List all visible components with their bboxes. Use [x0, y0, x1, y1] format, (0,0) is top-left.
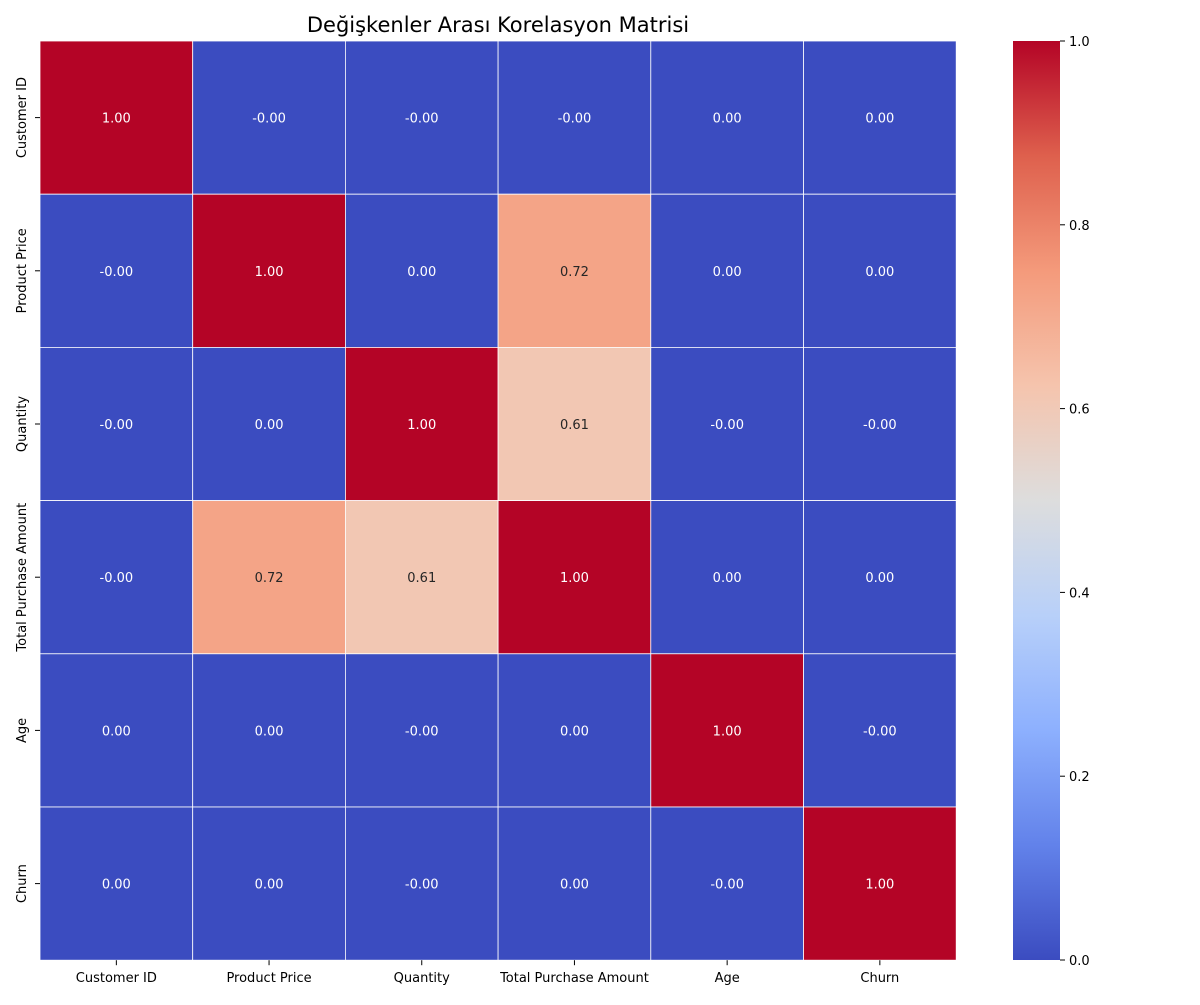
heatmap-cell-label: 0.61 [560, 418, 589, 433]
heatmap-cell-label: 0.00 [255, 878, 284, 893]
heatmap-cell-label: -0.00 [710, 418, 744, 433]
x-tick-label: Quantity [394, 971, 450, 986]
heatmap-cell-label: 0.00 [102, 878, 131, 893]
heatmap-cell-label: 0.00 [407, 265, 436, 280]
heatmap-cell [497, 806, 652, 961]
heatmap-cell-label: 0.00 [255, 724, 284, 739]
heatmap-cell-label: -0.00 [100, 571, 134, 586]
heatmap-cell [803, 346, 957, 501]
colorbar-tick-label: 0.8 [1069, 219, 1090, 234]
heatmap-cell [192, 40, 346, 195]
heatmap-cell-label: 1.00 [407, 418, 436, 433]
heatmap-cell [803, 806, 957, 961]
heatmap-cell-label: 1.00 [713, 724, 742, 739]
heatmap-cell [803, 653, 957, 808]
x-tick-label: Age [715, 971, 740, 986]
colorbar-tick-label: 0.6 [1069, 403, 1090, 418]
colorbar-tick-label: 1.0 [1069, 35, 1090, 50]
heatmap-cell [39, 193, 194, 348]
heatmap-cell [39, 806, 194, 961]
x-tick-label: Churn [860, 971, 899, 986]
x-tick-label: Total Purchase Amount [499, 971, 649, 986]
heatmap-cell [39, 40, 194, 195]
heatmap-cell [192, 346, 346, 501]
heatmap-cell-label: -0.00 [710, 878, 744, 893]
heatmap-cell [497, 346, 652, 501]
heatmap-cell-label: -0.00 [100, 418, 134, 433]
heatmap-cell-label: 1.00 [560, 571, 589, 586]
colorbar-tick-label: 0.2 [1069, 770, 1090, 785]
heatmap-cell-label: 0.00 [713, 571, 742, 586]
heatmap-cell-label: 0.00 [865, 112, 894, 127]
heatmap-cell [650, 40, 804, 195]
heatmap-cell-label: -0.00 [405, 112, 439, 127]
y-tick-label: Total Purchase Amount [15, 503, 30, 653]
chart-title: Değişkenler Arası Korelasyon Matrisi [307, 13, 689, 37]
heatmap-cell [39, 653, 194, 808]
x-tick-label: Product Price [226, 971, 311, 986]
y-tick-label: Quantity [15, 396, 30, 452]
heatmap-cell [344, 653, 499, 808]
heatmap-cell [650, 500, 804, 655]
heatmap-cell [39, 346, 194, 501]
heatmap-cell-label: -0.00 [252, 112, 286, 127]
x-axis: Customer ID Product Price Quantity Total Pu… [76, 960, 899, 986]
heatmap-cell-label: 1.00 [255, 265, 284, 280]
y-tick-label: Age [15, 718, 30, 743]
heatmap-cell-label: -0.00 [405, 724, 439, 739]
heatmap-cell [344, 500, 499, 655]
heatmap-cell [803, 40, 957, 195]
heatmap-cell [803, 193, 957, 348]
heatmap-cell [803, 500, 957, 655]
heatmap-cell-label: 0.00 [865, 571, 894, 586]
colorbar-tick-label: 0.4 [1069, 586, 1090, 601]
heatmap-cell-label: 0.72 [255, 571, 284, 586]
colorbar-tick-label: 0.0 [1069, 954, 1090, 969]
x-tick-label: Customer ID [76, 971, 157, 986]
heatmap-cell [497, 500, 652, 655]
heatmap-cell [650, 806, 804, 961]
heatmap-cell-label: 0.00 [560, 878, 589, 893]
heatmap-cell [650, 346, 804, 501]
heatmap-cell [344, 40, 499, 195]
heatmap-cell-labels: 1.00 -0.00 -0.00 -0.00 0.00 0.00 -0.00 1.00 0.00… [100, 112, 897, 893]
heatmap-cell [344, 346, 499, 501]
heatmap-cell-label: 0.00 [255, 418, 284, 433]
heatmap-cells [39, 40, 957, 961]
heatmap-cell-label: -0.00 [863, 418, 897, 433]
heatmap-cell [650, 653, 804, 808]
heatmap-cell-label: 0.00 [713, 265, 742, 280]
colorbar: 0.0 0.2 0.4 0.6 0.8 1.0 [1013, 35, 1090, 969]
heatmap-cell-label: -0.00 [558, 112, 592, 127]
colorbar-gradient [1013, 41, 1060, 960]
heatmap-cell-label: 0.72 [560, 265, 589, 280]
heatmap-cell-label: 0.00 [865, 265, 894, 280]
y-tick-label: Product Price [15, 228, 30, 313]
y-tick-label: Customer ID [15, 77, 30, 158]
heatmap-cell-label: 0.61 [407, 571, 436, 586]
heatmap-cell-label: -0.00 [405, 878, 439, 893]
heatmap-cell-label: 0.00 [713, 112, 742, 127]
heatmap-cell [497, 193, 652, 348]
heatmap-cell-label: 0.00 [560, 724, 589, 739]
heatmap-cell [192, 500, 346, 655]
heatmap-cell [192, 653, 346, 808]
y-axis: Customer ID Product Price Quantity Total Pu… [15, 77, 40, 903]
heatmap-cell [39, 500, 194, 655]
heatmap-cell [497, 40, 652, 195]
heatmap-cell-label: -0.00 [100, 265, 134, 280]
heatmap-cell-label: 1.00 [102, 112, 131, 127]
heatmap-cell-label: -0.00 [863, 724, 897, 739]
heatmap-cell-label: 1.00 [865, 878, 894, 893]
y-tick-label: Churn [15, 864, 30, 903]
heatmap-cell-label: 0.00 [102, 724, 131, 739]
heatmap-cell [497, 653, 652, 808]
heatmap-cell [192, 193, 346, 348]
